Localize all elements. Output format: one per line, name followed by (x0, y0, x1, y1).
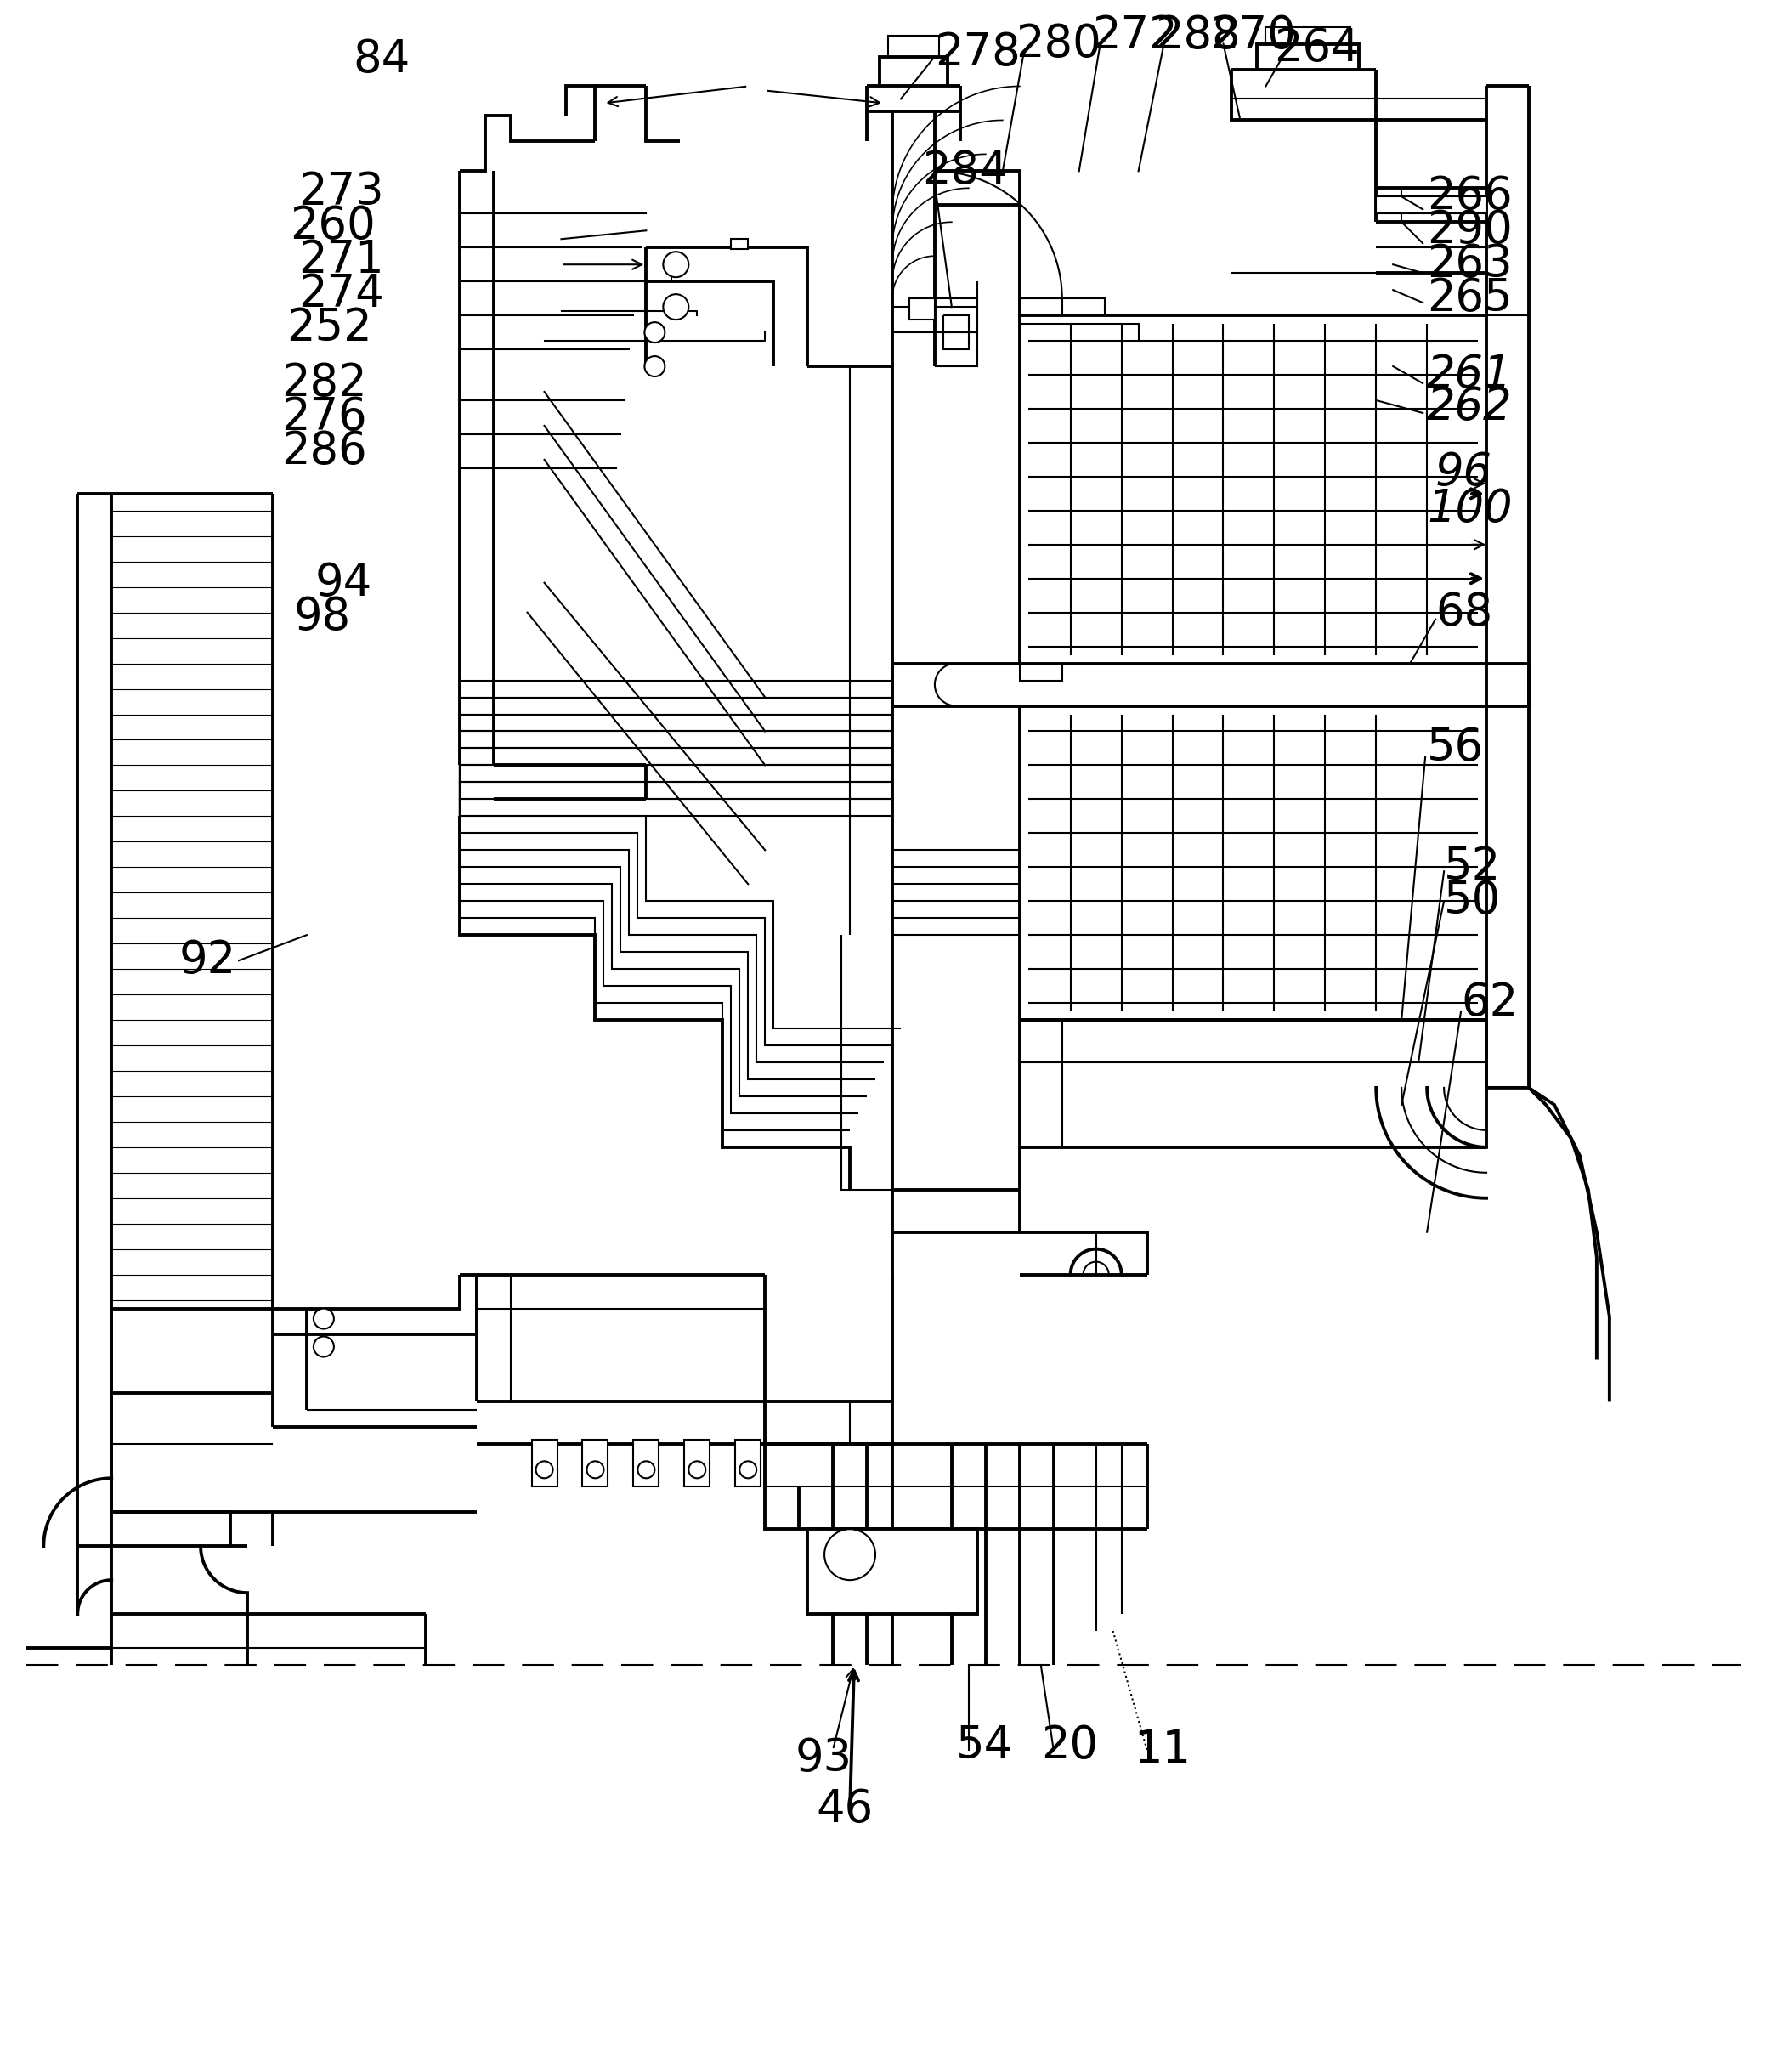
Text: 94: 94 (315, 562, 373, 605)
Text: 272: 272 (1091, 12, 1178, 58)
Text: 100: 100 (1427, 487, 1512, 530)
Text: 265: 265 (1427, 276, 1512, 321)
Text: 263: 263 (1427, 242, 1512, 286)
Circle shape (739, 1461, 757, 1477)
Circle shape (645, 356, 665, 377)
Text: 261: 261 (1427, 352, 1512, 398)
Text: 286: 286 (281, 429, 366, 472)
Text: 260: 260 (290, 205, 375, 249)
Text: 62: 62 (1461, 980, 1518, 1026)
Text: 282: 282 (281, 361, 366, 406)
Circle shape (689, 1461, 705, 1477)
Circle shape (663, 253, 689, 278)
Text: 84: 84 (354, 37, 410, 81)
Text: 273: 273 (299, 170, 384, 213)
Bar (1375, 197, 1486, 213)
Text: 290: 290 (1427, 209, 1512, 253)
Bar (807, 1529, 977, 1614)
Text: 266: 266 (1427, 174, 1512, 220)
Bar (633, 1440, 659, 1488)
Text: 274: 274 (299, 271, 384, 317)
Text: 96: 96 (1436, 450, 1493, 495)
Bar (684, 1440, 709, 1488)
Text: 56: 56 (1427, 725, 1484, 771)
Text: 92: 92 (179, 939, 236, 982)
Circle shape (313, 1307, 334, 1328)
Circle shape (586, 1461, 604, 1477)
Text: 264: 264 (1274, 27, 1359, 70)
Text: 11: 11 (1134, 1728, 1191, 1772)
Bar (531, 1440, 556, 1488)
Text: 252: 252 (286, 307, 371, 350)
Bar (736, 1440, 761, 1488)
Circle shape (638, 1461, 654, 1477)
Text: 280: 280 (1015, 21, 1102, 66)
Text: 284: 284 (922, 149, 1008, 193)
Circle shape (537, 1461, 553, 1477)
Circle shape (313, 1336, 334, 1357)
Bar (910, 298, 935, 319)
Circle shape (663, 294, 689, 319)
Text: 98: 98 (293, 595, 352, 638)
Text: 52: 52 (1445, 845, 1502, 889)
Text: 50: 50 (1445, 879, 1502, 924)
Text: 54: 54 (956, 1724, 1013, 1767)
Text: 68: 68 (1436, 591, 1493, 634)
Text: 271: 271 (299, 238, 384, 282)
Text: 20: 20 (1041, 1724, 1098, 1767)
Text: 288: 288 (1155, 12, 1240, 58)
Text: 93: 93 (794, 1736, 851, 1780)
Bar (730, 238, 748, 249)
Bar (583, 1440, 608, 1488)
Text: 270: 270 (1210, 12, 1295, 58)
Text: 46: 46 (816, 1788, 873, 1832)
Circle shape (645, 323, 665, 342)
Text: 262: 262 (1427, 385, 1512, 429)
Text: 276: 276 (281, 396, 366, 439)
Text: 278: 278 (935, 31, 1020, 75)
Circle shape (825, 1529, 876, 1581)
